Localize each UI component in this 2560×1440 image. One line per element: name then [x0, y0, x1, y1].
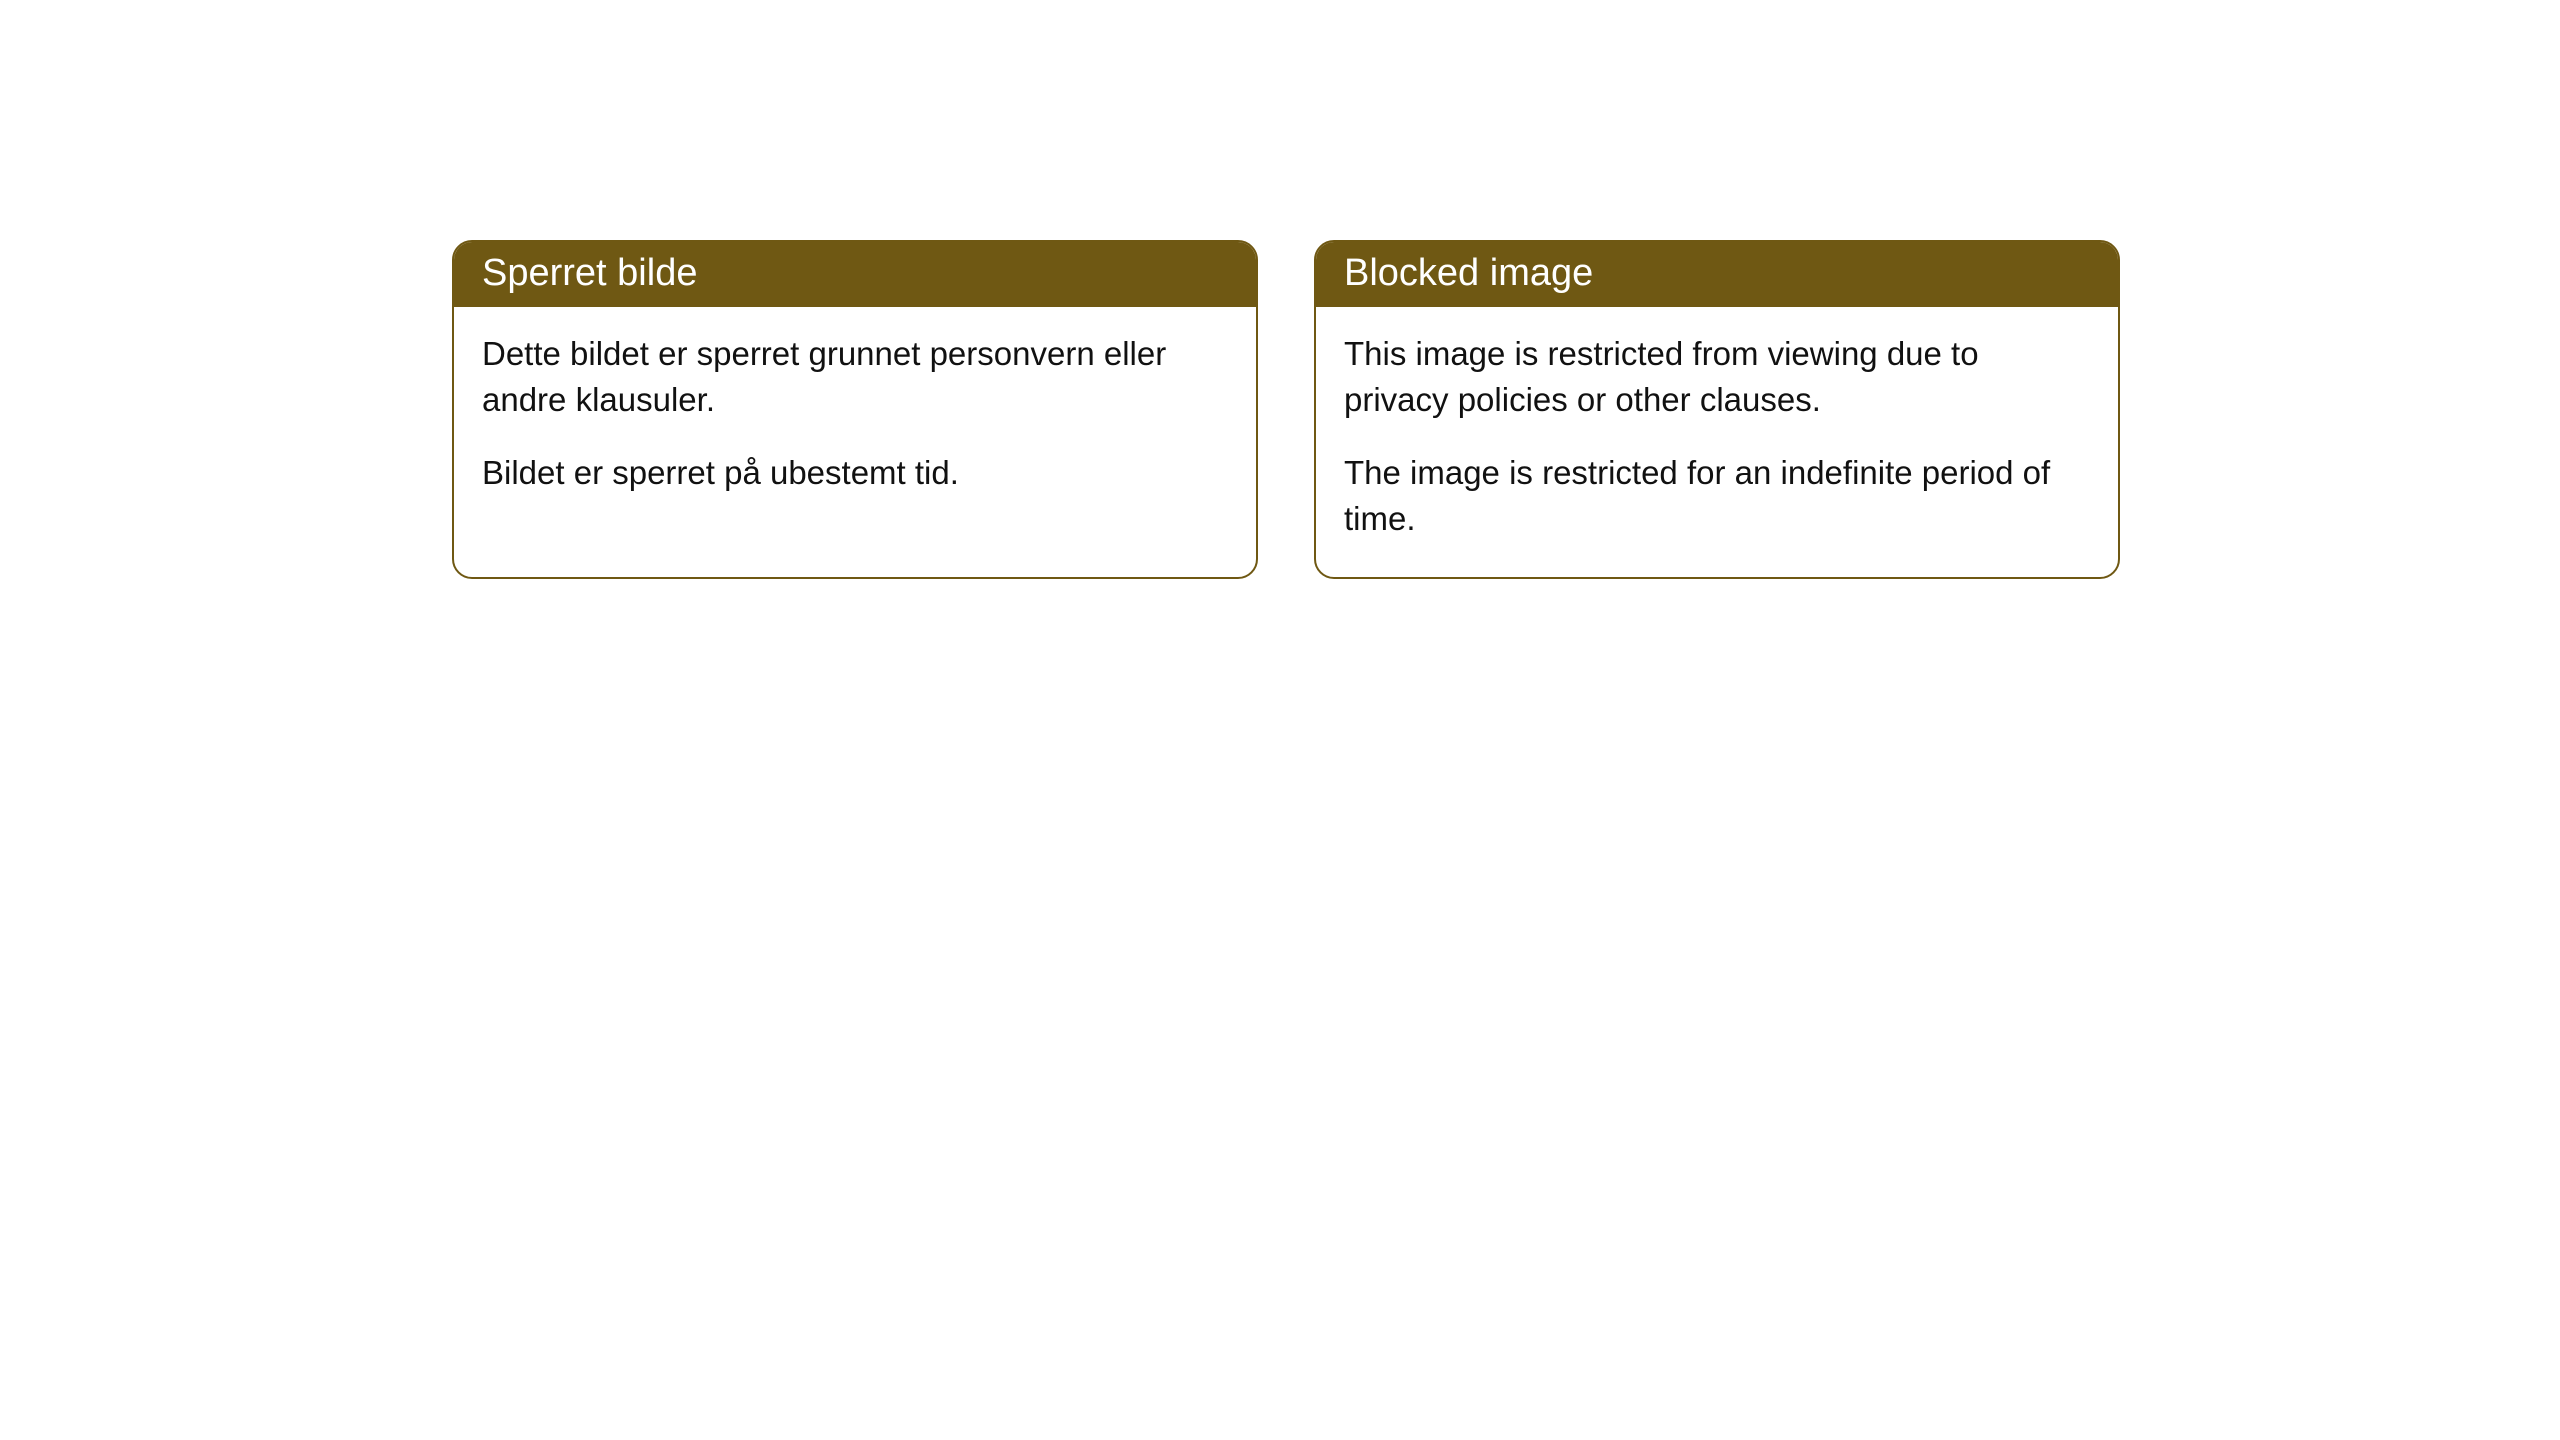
notice-paragraph: Bildet er sperret på ubestemt tid.	[482, 450, 1228, 496]
notice-container: Sperret bilde Dette bildet er sperret gr…	[452, 240, 2120, 579]
notice-header-english: Blocked image	[1316, 242, 2118, 307]
notice-paragraph: The image is restricted for an indefinit…	[1344, 450, 2090, 541]
notice-paragraph: This image is restricted from viewing du…	[1344, 331, 2090, 422]
notice-body-norwegian: Dette bildet er sperret grunnet personve…	[454, 307, 1256, 532]
notice-card-english: Blocked image This image is restricted f…	[1314, 240, 2120, 579]
notice-paragraph: Dette bildet er sperret grunnet personve…	[482, 331, 1228, 422]
notice-body-english: This image is restricted from viewing du…	[1316, 307, 2118, 577]
notice-header-norwegian: Sperret bilde	[454, 242, 1256, 307]
notice-card-norwegian: Sperret bilde Dette bildet er sperret gr…	[452, 240, 1258, 579]
